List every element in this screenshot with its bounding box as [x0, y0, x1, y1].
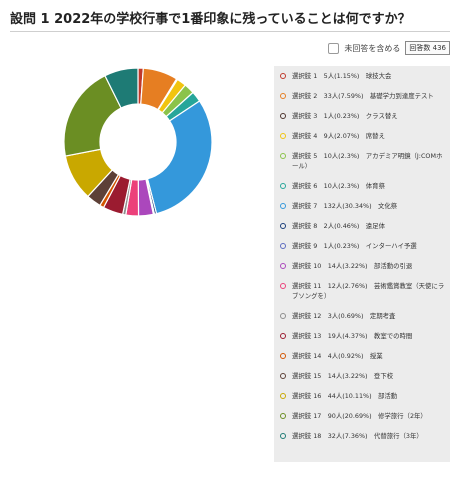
legend-marker-11: [280, 283, 286, 289]
legend-label-17: 選択肢 17 90人(20.69%) 修学旅行（2年）: [292, 412, 427, 420]
include-unanswered-label[interactable]: 未回答を含める: [344, 43, 401, 53]
legend-marker-16: [280, 393, 286, 399]
legend-item-15[interactable]: 選択肢 15 14人(3.22%) 登下校: [280, 371, 447, 381]
legend-item-17[interactable]: 選択肢 17 90人(20.69%) 修学旅行（2年）: [280, 411, 447, 421]
legend-label-11: 選択肢 11 12人(2.76%) 芸術鑑賞教室（天使にラブソングを）: [292, 282, 445, 300]
legend-marker-1: [280, 73, 286, 79]
legend-item-4[interactable]: 選択肢 4 9人(2.07%) 席替え: [280, 131, 447, 141]
legend-item-10[interactable]: 選択肢 10 14人(3.22%) 部活動の引退: [280, 261, 447, 271]
legend-marker-4: [280, 133, 286, 139]
legend-marker-15: [280, 373, 286, 379]
title-divider: [10, 31, 450, 32]
legend-marker-8: [280, 223, 286, 229]
donut-slice-7[interactable]: [146, 100, 213, 215]
response-count-badge: 回答数 436: [405, 41, 450, 55]
legend-item-11[interactable]: 選択肢 11 12人(2.76%) 芸術鑑賞教室（天使にラブソングを）: [280, 281, 447, 301]
legend-label-8: 選択肢 8 2人(0.46%) 遠足体: [292, 222, 385, 230]
legend-marker-18: [280, 433, 286, 439]
legend-label-2: 選択肢 2 33人(7.59%) 基礎学力到達度テスト: [292, 92, 434, 100]
legend-item-8[interactable]: 選択肢 8 2人(0.46%) 遠足体: [280, 221, 447, 231]
legend-item-12[interactable]: 選択肢 12 3人(0.69%) 定期考査: [280, 311, 447, 321]
legend-label-16: 選択肢 16 44人(10.11%) 部活動: [292, 392, 398, 400]
legend-marker-2: [280, 93, 286, 99]
legend-marker-3: [280, 113, 286, 119]
legend-item-1[interactable]: 選択肢 1 5人(1.15%) 球技大会: [280, 71, 447, 81]
legend-item-13[interactable]: 選択肢 13 19人(4.37%) 教室での時間: [280, 331, 447, 341]
legend-item-5[interactable]: 選択肢 5 10人(2.3%) アカデミア明鏡（J:COMホール）: [280, 151, 447, 171]
legend-marker-10: [280, 263, 286, 269]
legend-item-2[interactable]: 選択肢 2 33人(7.59%) 基礎学力到達度テスト: [280, 91, 447, 101]
legend-item-7[interactable]: 選択肢 7 132人(30.34%) 文化祭: [280, 201, 447, 211]
legend-item-18[interactable]: 選択肢 18 32人(7.36%) 代替旅行（3年）: [280, 431, 447, 441]
legend-marker-12: [280, 313, 286, 319]
legend-label-10: 選択肢 10 14人(3.22%) 部活動の引退: [292, 262, 413, 270]
legend-label-15: 選択肢 15 14人(3.22%) 登下校: [292, 372, 394, 380]
legend-marker-17: [280, 413, 286, 419]
legend-item-16[interactable]: 選択肢 16 44人(10.11%) 部活動: [280, 391, 447, 401]
legend-marker-9: [280, 243, 286, 249]
chart-legend: 選択肢 1 5人(1.15%) 球技大会選択肢 2 33人(7.59%) 基礎学…: [274, 66, 450, 462]
include-unanswered-checkbox[interactable]: [328, 42, 340, 54]
legend-label-4: 選択肢 4 9人(2.07%) 席替え: [292, 132, 385, 140]
question-title: 設問 1 2022年の学校行事で1番印象に残っていることは何ですか？: [10, 12, 411, 27]
legend-marker-6: [280, 183, 286, 189]
legend-marker-7: [280, 203, 286, 209]
legend-label-9: 選択肢 9 1人(0.23%) インターハイ予選: [292, 242, 417, 250]
legend-marker-5: [280, 153, 286, 159]
legend-marker-13: [280, 333, 286, 339]
legend-item-6[interactable]: 選択肢 6 10人(2.3%) 体育祭: [280, 181, 447, 191]
legend-label-3: 選択肢 3 1人(0.23%) クラス替え: [292, 112, 398, 120]
legend-label-12: 選択肢 12 3人(0.69%) 定期考査: [292, 312, 396, 320]
legend-label-14: 選択肢 14 4人(0.92%) 授業: [292, 352, 383, 360]
legend-label-5: 選択肢 5 10人(2.3%) アカデミア明鏡（J:COMホール）: [292, 152, 443, 170]
chart-toolbar: 未回答を含める 回答数 436: [328, 41, 450, 55]
legend-label-13: 選択肢 13 19人(4.37%) 教室での時間: [292, 332, 413, 340]
legend-item-3[interactable]: 選択肢 3 1人(0.23%) クラス替え: [280, 111, 447, 121]
donut-chart: [63, 67, 213, 217]
legend-item-14[interactable]: 選択肢 14 4人(0.92%) 授業: [280, 351, 447, 361]
legend-label-1: 選択肢 1 5人(1.15%) 球技大会: [292, 72, 392, 80]
legend-label-6: 選択肢 6 10人(2.3%) 体育祭: [292, 182, 385, 190]
donut-slice-18[interactable]: [104, 67, 139, 109]
legend-marker-14: [280, 353, 286, 359]
legend-label-7: 選択肢 7 132人(30.34%) 文化祭: [292, 202, 398, 210]
legend-label-18: 選択肢 18 32人(7.36%) 代替旅行（3年）: [292, 432, 423, 440]
legend-item-9[interactable]: 選択肢 9 1人(0.23%) インターハイ予選: [280, 241, 447, 251]
